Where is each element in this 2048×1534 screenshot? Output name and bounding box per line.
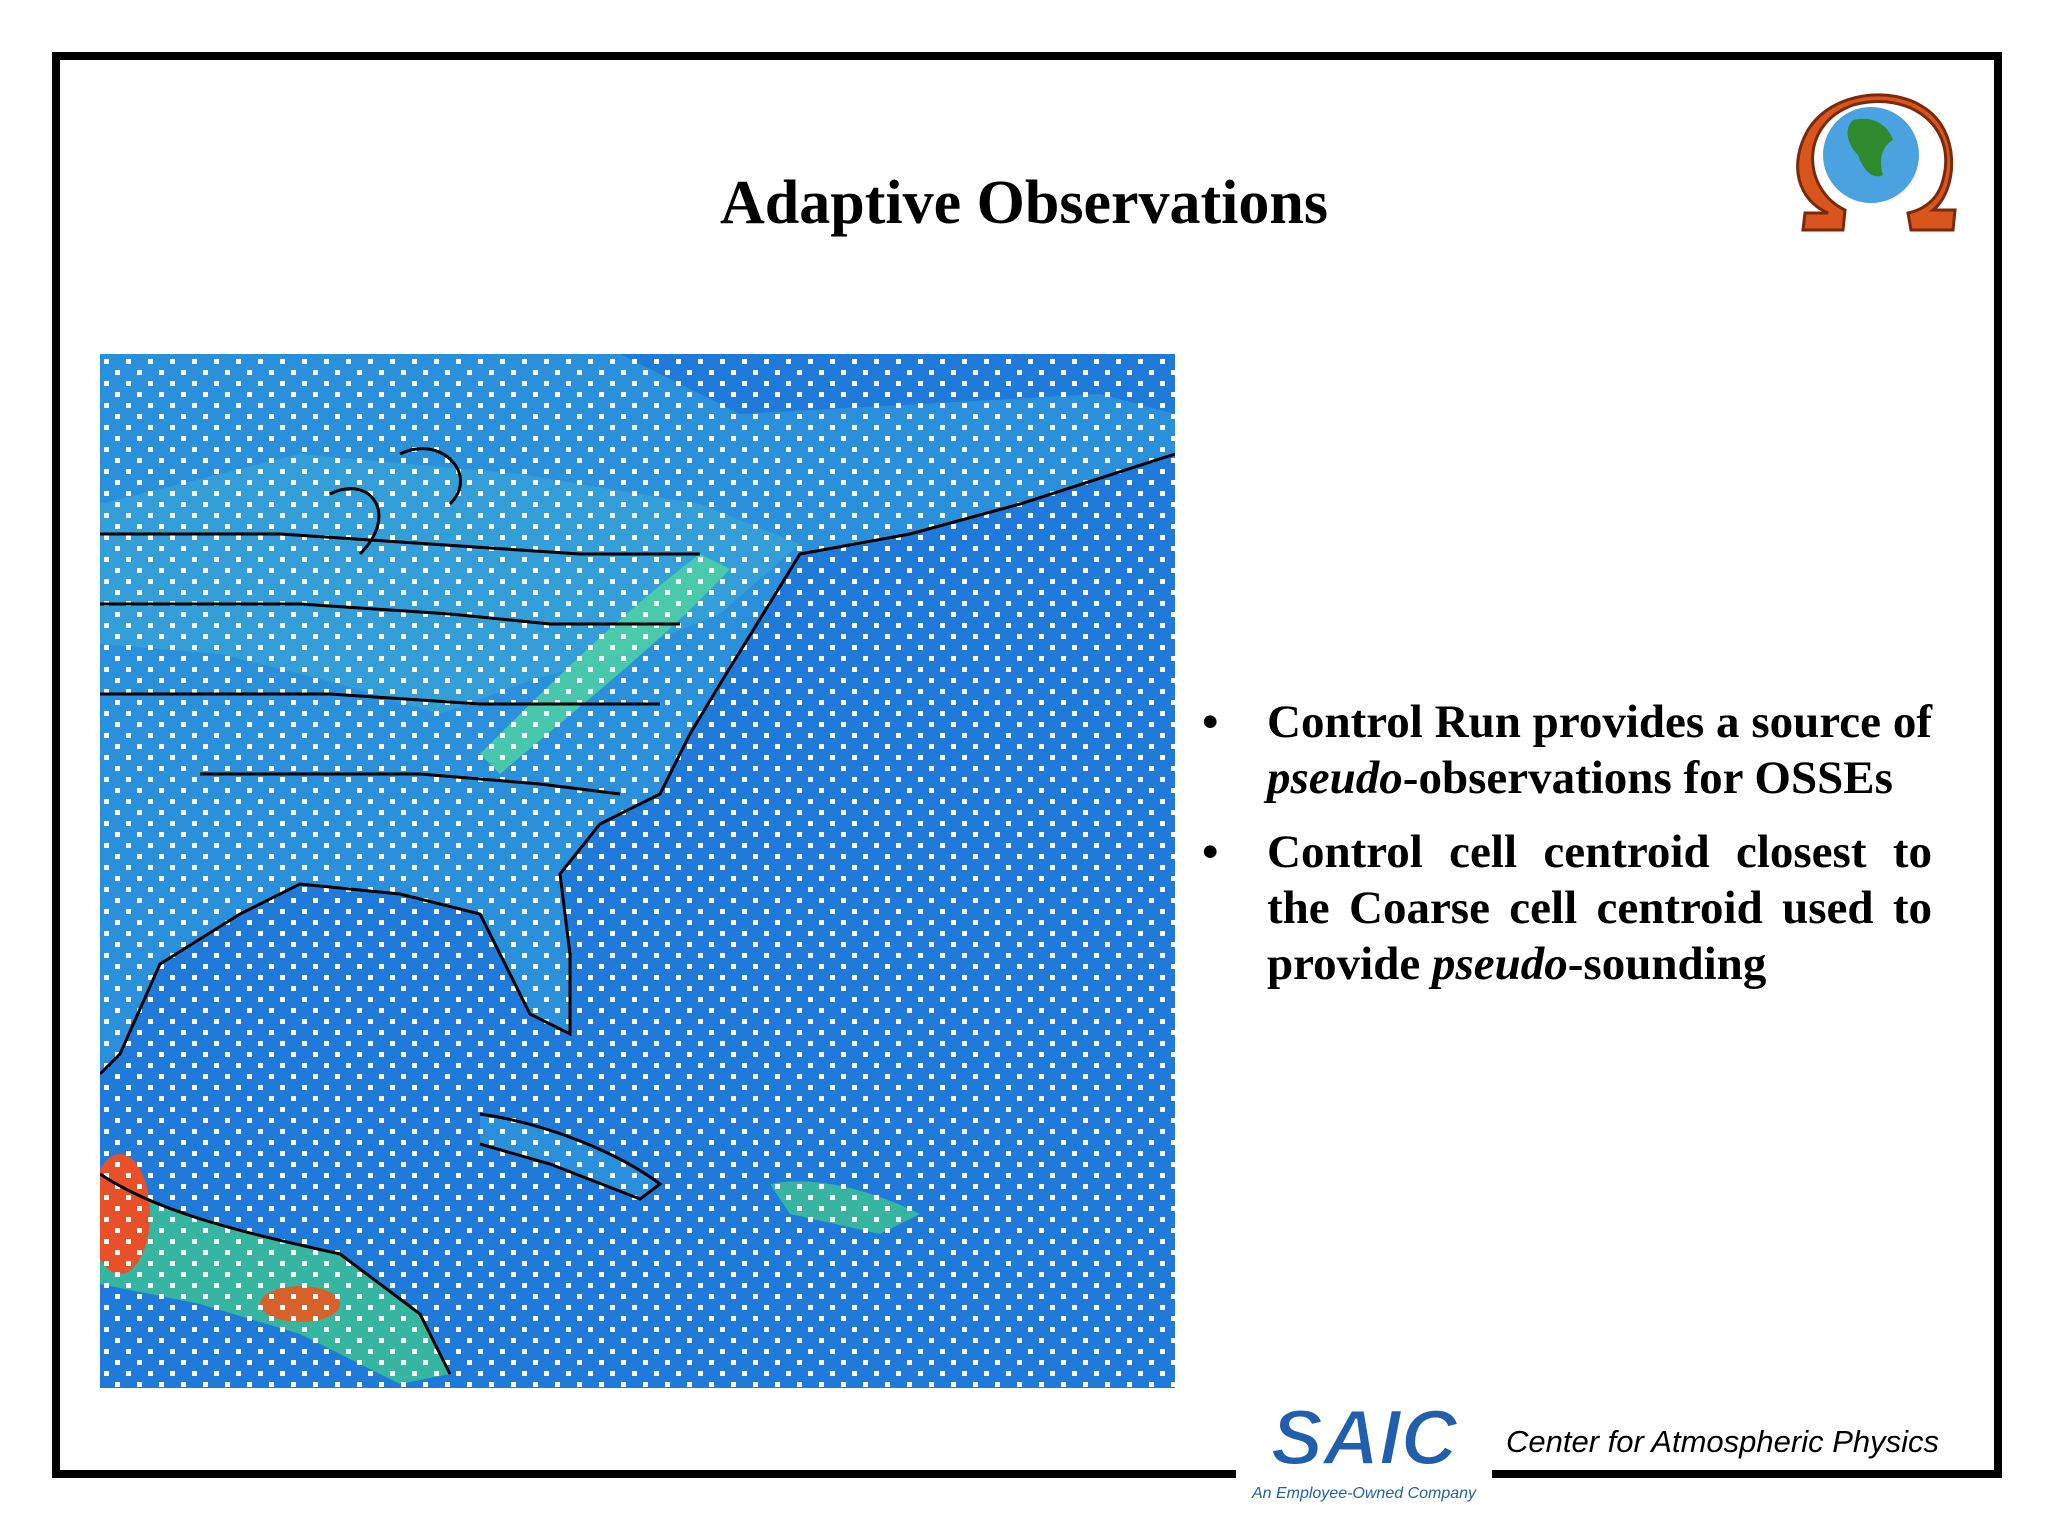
weather-map [100,354,1175,1388]
omega-logo [1796,93,1957,232]
bullet-text: -sounding [1567,938,1767,990]
bullet-italic: pseudo [1267,752,1403,804]
logo-tagline: An Employee-Owned Company [1251,1485,1477,1502]
bullet: Control cell centroid closest to the Coa… [1202,824,1932,992]
bullet-text: -observations for OSSEs [1402,752,1893,804]
bullet-text: Control cell centroid closest to the Coa… [1267,826,1932,990]
slide-title: Adaptive Observations [720,169,1328,237]
logo-text: SAIC [1271,1402,1459,1481]
bullet-list: Control Run provides a source of pseudo-… [1202,694,1932,1010]
bullet: Control Run provides a source of pseudo-… [1202,694,1932,806]
saic-logo: SAIC An Employee-Owned Company [1236,1402,1492,1512]
footer-text: Center for Atmospheric Physics [1502,1424,1944,1460]
bullet-italic: pseudo [1431,938,1568,990]
bullet-text: Control Run provides a source of [1267,696,1932,748]
